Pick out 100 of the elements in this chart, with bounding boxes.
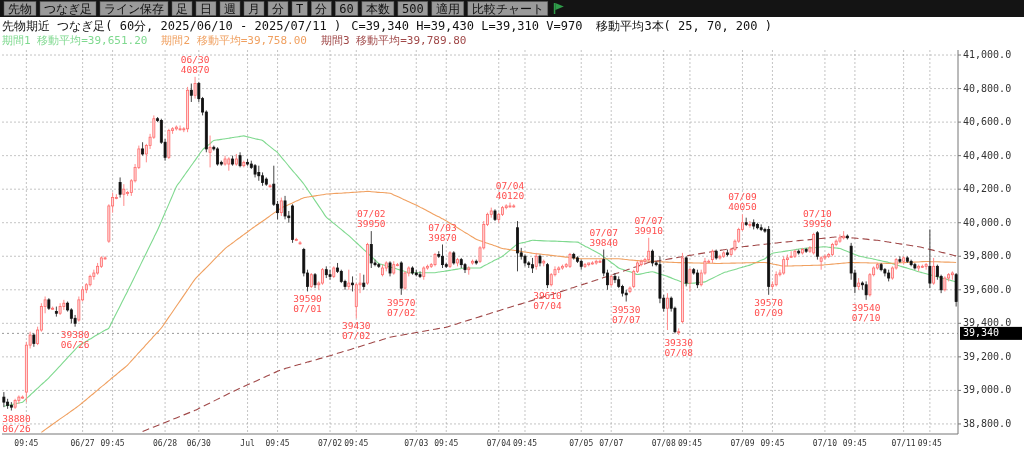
- x-tick-label: 09:45: [842, 439, 868, 448]
- candlestick: [924, 262, 928, 271]
- x-tick-label: 07/03: [404, 439, 429, 448]
- candlestick: [688, 267, 692, 292]
- annotation: 07/07 39840: [589, 226, 619, 248]
- text: 比較チャート: [471, 2, 544, 16]
- x-tick-label: 06/30: [186, 439, 212, 448]
- y-tick-label: 39,000.0: [963, 384, 1012, 396]
- x-tick-label: 07/10: [812, 439, 838, 448]
- candlestick: [441, 244, 444, 269]
- text: 60: [339, 2, 354, 16]
- x-tick-label: 09:45: [344, 439, 369, 448]
- x-tick-label: 07/11: [891, 439, 916, 448]
- text: 月: [248, 2, 260, 16]
- text: 分: [315, 2, 328, 16]
- ref-line-label: 39,340: [963, 327, 1000, 339]
- y-tick-label: 39,800.0: [963, 250, 1012, 262]
- text: 期間3 移動平均=39,789.80: [320, 34, 467, 47]
- candlestick: [283, 195, 287, 220]
- annotation: 39540 07/10: [851, 301, 881, 323]
- text: 週: [224, 2, 236, 16]
- candlestick: [928, 228, 932, 289]
- candlestick: [178, 124, 182, 131]
- x-tick-label: 09:45: [677, 439, 703, 448]
- annotation: 07/07 39910: [634, 214, 664, 236]
- x-tick-label: 06/28: [153, 439, 178, 448]
- candlestick: [298, 240, 302, 246]
- annotation: 39570 07/09: [754, 296, 784, 318]
- candlestick: [122, 183, 126, 207]
- y-tick-label: 40,800.0: [963, 82, 1012, 94]
- candlestick: [864, 280, 868, 301]
- y-tick-label: 39,600.0: [963, 283, 1012, 295]
- annotation: 07/09 40050: [728, 191, 757, 213]
- x-tick-label: 07/09: [730, 439, 755, 448]
- candlestick: [647, 237, 651, 262]
- annotation: 38880 06/26: [2, 412, 32, 434]
- text: 日: [200, 2, 212, 16]
- x-tick-label: 07/08: [651, 439, 676, 448]
- candlestick: [696, 269, 699, 289]
- candlestick: [208, 135, 212, 168]
- annotation: 07/03 39870: [428, 221, 458, 243]
- y-tick-label: 39,400.0: [963, 317, 1012, 329]
- y-tick-label: 38,800.0: [963, 417, 1012, 429]
- candlestick: [815, 230, 819, 261]
- candlestick: [748, 220, 752, 229]
- annotation: 06/30 40870: [180, 53, 210, 75]
- x-tick-label: 09:45: [100, 439, 125, 448]
- candlestick: [62, 299, 66, 311]
- annotation: 39430 07/02: [341, 320, 371, 342]
- x-tick-label: 06/27: [70, 439, 95, 448]
- candlestick: [279, 197, 283, 217]
- text: つなぎ足: [44, 2, 92, 16]
- x-tick-label: 09:45: [14, 439, 39, 448]
- x-tick-label: Jul: [240, 439, 255, 448]
- x-tick-label: 07/05: [569, 439, 594, 448]
- candlestick: [118, 176, 122, 199]
- x-tick-label: 09:45: [917, 439, 943, 448]
- text: 500: [402, 2, 424, 16]
- line-series: [142, 236, 957, 433]
- annotation: 39570 07/02: [386, 296, 416, 318]
- annotation: 07/02 39950: [356, 208, 386, 230]
- line-series: [40, 190, 957, 433]
- y-tick-label: 40,400.0: [963, 149, 1012, 161]
- x-tick-label: 09:45: [760, 439, 785, 448]
- candlestick: [328, 269, 332, 281]
- candlestick: [347, 269, 351, 291]
- candlestick: [838, 233, 842, 244]
- x-tick-label: 07/04: [486, 439, 511, 448]
- candlestick: [898, 255, 902, 264]
- annotation: 07/04 40120: [495, 179, 525, 201]
- annotation: 39610 07/04: [533, 290, 563, 312]
- text: ライン保存: [104, 2, 164, 16]
- candlestick: [418, 270, 422, 279]
- candlestick: [216, 146, 219, 167]
- candlestick: [193, 76, 197, 100]
- x-tick-label: 07/07: [599, 439, 624, 448]
- chart-title: 先物期近 つなぎ足( 60分, 2025/06/10 - 2025/07/11 ): [2, 19, 342, 33]
- x-tick-label: 07/02: [317, 439, 343, 448]
- y-tick-label: 40,600.0: [963, 116, 1012, 128]
- candlestick: [189, 83, 193, 103]
- text: T: [296, 2, 304, 16]
- text: 期間2 移動平均=39,758.00: [161, 34, 307, 47]
- candlestick: [17, 394, 21, 405]
- text: 足: [176, 2, 188, 16]
- text: 分: [272, 2, 284, 16]
- text: 適用: [435, 2, 460, 16]
- text: 先物: [8, 2, 32, 16]
- x-tick-label: 09:45: [265, 439, 290, 448]
- y-tick-label: 39,200.0: [963, 350, 1012, 362]
- candlestick: [666, 292, 669, 331]
- text: 移動平均3本( 25, 70, 200 ): [596, 19, 772, 33]
- text: 本数: [365, 2, 390, 16]
- candlestick: [403, 270, 407, 291]
- text: 期間1 移動平均=39,651.20: [2, 34, 148, 47]
- candlestick: [546, 262, 549, 289]
- y-tick-label: 40,000.0: [963, 216, 1012, 228]
- candlestick: [613, 272, 617, 284]
- candlestick: [2, 391, 6, 408]
- annotation: 39590 07/01: [293, 293, 323, 315]
- x-tick-label: 09:45: [512, 439, 538, 448]
